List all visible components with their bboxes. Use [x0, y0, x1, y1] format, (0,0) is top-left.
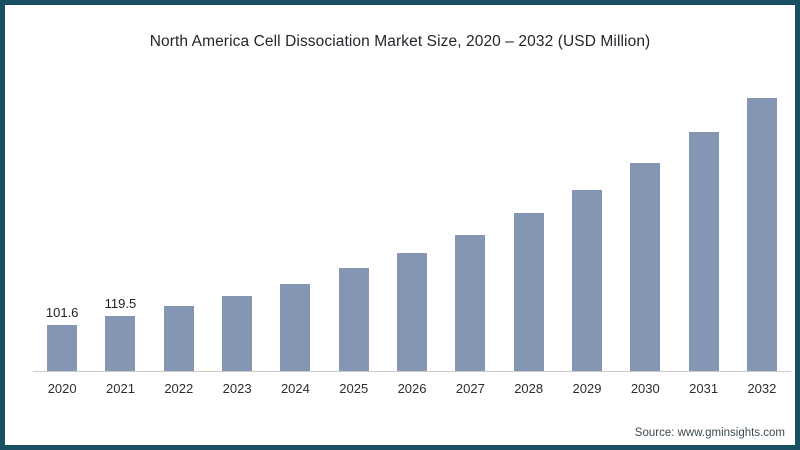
bar	[222, 296, 253, 371]
x-tick-label: 2020	[47, 381, 77, 396]
bar	[513, 213, 544, 371]
x-tick-label: 2021	[106, 381, 135, 396]
bar-group	[558, 189, 616, 371]
bar-group	[733, 97, 791, 371]
bar	[746, 97, 777, 371]
bar-group	[325, 268, 383, 371]
bar	[105, 316, 136, 371]
x-tick-label: 2030	[630, 381, 660, 396]
bar	[397, 252, 428, 371]
bar-group	[266, 283, 324, 371]
bar-group: 101.6	[33, 304, 91, 371]
bar-group: 119.5	[91, 296, 149, 371]
x-tick-label: 2023	[222, 381, 252, 396]
bar	[571, 189, 602, 371]
bar	[455, 235, 486, 371]
bar-group	[500, 213, 558, 371]
source-attribution: Source: www.gminsights.com	[634, 427, 785, 439]
x-tick-label: 2026	[397, 381, 427, 396]
x-tick-label: 2029	[572, 381, 602, 396]
bar-group	[150, 306, 208, 371]
bar-group	[616, 162, 674, 371]
x-tick-label: 2031	[689, 381, 719, 396]
x-tick-label: 2025	[339, 381, 369, 396]
bar-group	[674, 131, 732, 371]
bar-group	[208, 296, 266, 371]
bar	[630, 162, 661, 371]
bar	[163, 306, 194, 371]
x-tick-label: 2028	[514, 381, 544, 396]
bar-group	[441, 235, 499, 371]
bar	[688, 131, 719, 371]
bar-group	[383, 252, 441, 371]
bar-value-label: 119.5	[104, 296, 137, 312]
x-tick-label: 2022	[164, 381, 194, 396]
x-tick-label: 2027	[455, 381, 485, 396]
bar	[280, 283, 311, 371]
x-tick-label: 2024	[280, 381, 310, 396]
bar	[47, 324, 78, 371]
chart-title: North America Cell Dissociation Market S…	[149, 33, 651, 50]
x-tick-label: 2032	[747, 381, 777, 396]
plot-area: 101.6 119.5	[33, 91, 791, 372]
bar-value-label: 101.6	[45, 304, 79, 320]
bar	[338, 268, 369, 371]
x-axis-labels: 2020 2021 2022 2023 2024 2025 2026 2027 2028 2029…	[33, 372, 791, 396]
